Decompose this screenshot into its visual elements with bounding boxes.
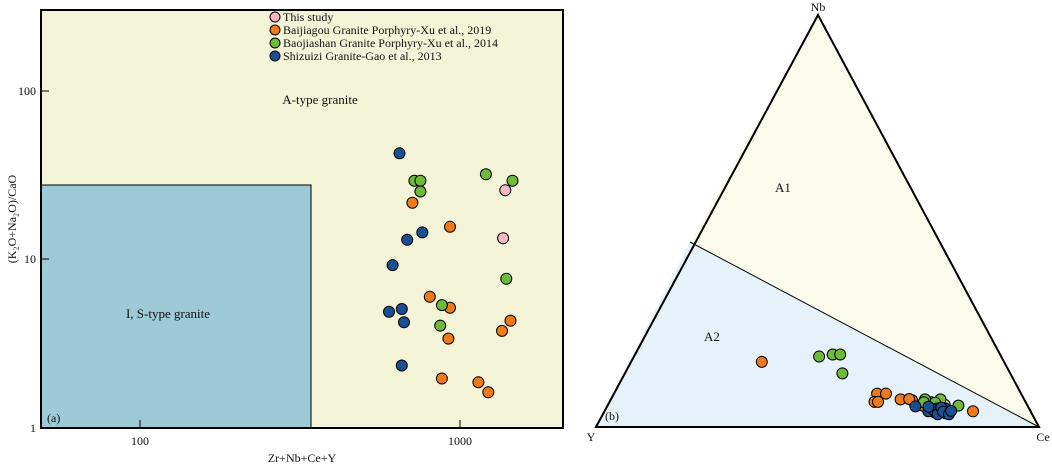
x-axis-a: 100 1000 Zr+Nb+Ce+Y	[131, 420, 472, 465]
panel-b-ternary: Nb Y Ce A1 A2 (b)	[587, 0, 1050, 444]
apex-label-y: Y	[587, 430, 596, 444]
region-label-is-type: I, S-type granite	[126, 306, 210, 321]
data-point-shizuizi	[395, 359, 408, 372]
y-tick-label: 10	[24, 252, 36, 266]
y-axis-a: 100 10 1 (K₂O+Na₂O)/CaO	[5, 84, 49, 435]
is-type-region	[40, 184, 312, 429]
x-tick-label: 1000	[448, 434, 472, 448]
legend-label: This study	[283, 10, 333, 24]
data-point-baojiashan	[813, 350, 826, 363]
a2-field	[596, 242, 1039, 427]
data-point-shizuizi	[401, 233, 414, 246]
data-point-this	[497, 232, 510, 245]
field-label-a1: A1	[775, 180, 791, 195]
legend-marker-baojiashan	[269, 37, 281, 49]
data-point-shizuizi	[416, 226, 429, 239]
legend-marker-this-study	[269, 11, 281, 23]
y-tick-label: 1	[30, 421, 36, 435]
data-point-baijiagou	[435, 372, 448, 385]
data-point-baijiagou	[406, 196, 419, 209]
data-point-baijiagou	[504, 314, 517, 327]
data-point-baijiagou	[872, 395, 884, 408]
legend-label: Baijiagou Granite Porphyry-Xu et al., 20…	[283, 23, 491, 37]
data-point-baijiagou	[496, 324, 508, 337]
x-tick-label: 100	[131, 434, 149, 448]
data-point-baojiashan	[506, 174, 519, 187]
data-point-shizuizi	[909, 400, 922, 413]
data-point-baijiagou	[755, 355, 768, 368]
data-point-baijiagou	[482, 386, 495, 399]
apex-label-nb: Nb	[811, 0, 826, 14]
data-point-baijiagou	[444, 220, 456, 233]
data-point-shizuizi	[386, 259, 399, 272]
y-axis-title: (K₂O+Na₂O)/CaO	[5, 174, 19, 263]
data-point-baojiashan	[435, 299, 448, 312]
data-point-shizuizi	[393, 147, 406, 160]
region-label-a-type: A-type granite	[282, 92, 358, 107]
data-point-baojiashan	[836, 367, 849, 380]
data-point-baojiashan	[834, 348, 847, 361]
data-point-shizuizi	[398, 316, 410, 329]
data-point-baijiagou	[880, 387, 892, 400]
data-point-baojiashan	[500, 272, 513, 285]
legend-label: Shizuizi Granite-Gao et al., 2013	[283, 49, 442, 63]
ternary-frame	[594, 12, 1041, 428]
panel-a-chart: A-type granite I, S-type granite (a) 100…	[5, 9, 564, 465]
data-point-baijiagou	[423, 290, 436, 303]
data-point-shizuizi	[395, 303, 408, 315]
panel-label-a: (a)	[47, 411, 60, 425]
x-axis-title: Zr+Nb+Ce+Y	[268, 451, 337, 465]
data-point-baijiagou	[472, 376, 485, 389]
legend-label: Baojiashan Granite Porphyry-Xu et al., 2…	[283, 36, 498, 50]
panel-label-b: (b)	[605, 409, 619, 423]
data-point-shizuizi	[383, 305, 395, 318]
data-point-baijiagou	[442, 332, 455, 345]
scatter-points-a	[383, 147, 519, 399]
data-point-baojiashan	[414, 174, 427, 187]
legend-marker-shizuizi	[269, 50, 281, 62]
field-label-a2: A2	[704, 329, 720, 344]
y-tick-label: 100	[18, 84, 36, 98]
scatter-points-b	[755, 348, 979, 421]
apex-label-ce: Ce	[1036, 430, 1049, 444]
data-point-baojiashan	[434, 319, 447, 332]
data-point-baijiagou	[967, 405, 979, 418]
a1-a2-boundary	[689, 241, 1040, 428]
data-point-baojiashan	[414, 185, 427, 198]
legend-marker-baijiagou	[269, 24, 281, 36]
plot-frame-a	[40, 9, 564, 429]
data-point-baojiashan	[479, 168, 492, 181]
legend: This study Baijiagou Granite Porphyry-Xu…	[269, 10, 498, 63]
data-point-this	[499, 184, 512, 197]
a1-field	[690, 15, 1039, 427]
data-point-shizuizi	[945, 404, 958, 417]
data-point-shizuizi	[922, 400, 935, 413]
